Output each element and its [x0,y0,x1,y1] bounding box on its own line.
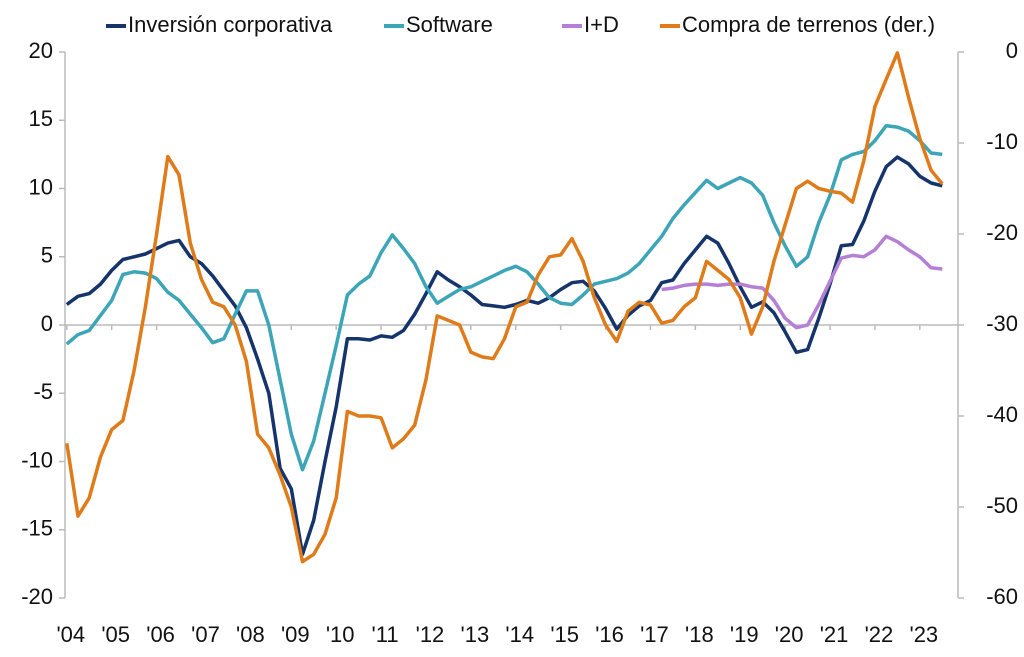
x-tick-label: '08 [236,622,265,647]
x-tick-label: '17 [640,622,669,647]
series-line [65,123,943,472]
y-tick-label: 15 [29,106,53,131]
y-tick-label: 5 [41,243,53,268]
y-tick-label: -20 [21,584,53,609]
x-tick-label: '15 [550,622,579,647]
x-tick-label: '18 [685,622,714,647]
y2-tick-label: -20 [986,220,1018,245]
x-tick-label: '13 [461,622,490,647]
x-tick-label: '14 [505,622,534,647]
series-line [661,234,943,330]
x-tick-label: '11 [372,622,399,647]
y-tick-label: 0 [41,311,53,336]
y2-tick-label: 0 [1006,38,1018,63]
x-tick-label: '07 [191,622,220,647]
legend-label: Inversión corporativa [128,12,333,37]
series-line [65,51,944,564]
x-tick-label: '12 [416,622,445,647]
y2-tick-label: -40 [986,402,1018,427]
x-tick-label: '21 [820,622,849,647]
x-tick-label: '22 [865,622,894,647]
x-tick-label: '20 [775,622,804,647]
y2-tick-label: -50 [986,493,1018,518]
y-tick-label: 20 [29,38,53,63]
x-tick-label: '04 [56,622,85,647]
y2-tick-label: -30 [986,311,1018,336]
legend-label: Software [406,12,493,37]
x-tick-label: '10 [326,622,355,647]
x-tick-label: '23 [910,622,939,647]
y2-tick-label: -60 [986,584,1018,609]
y-tick-label: -10 [21,447,53,472]
x-tick-label: '05 [101,622,130,647]
x-tick-label: '16 [595,622,624,647]
y-tick-label: 10 [29,174,53,199]
y2-tick-label: -10 [986,129,1018,154]
legend-label: I+D [584,12,619,37]
series-line [65,155,943,557]
y-tick-label: -15 [21,516,53,541]
legend-label: Compra de terrenos (der.) [682,12,935,37]
x-tick-label: '09 [281,622,310,647]
y-tick-label: -5 [33,379,53,404]
x-tick-label: '19 [730,622,759,647]
x-tick-label: '06 [146,622,175,647]
